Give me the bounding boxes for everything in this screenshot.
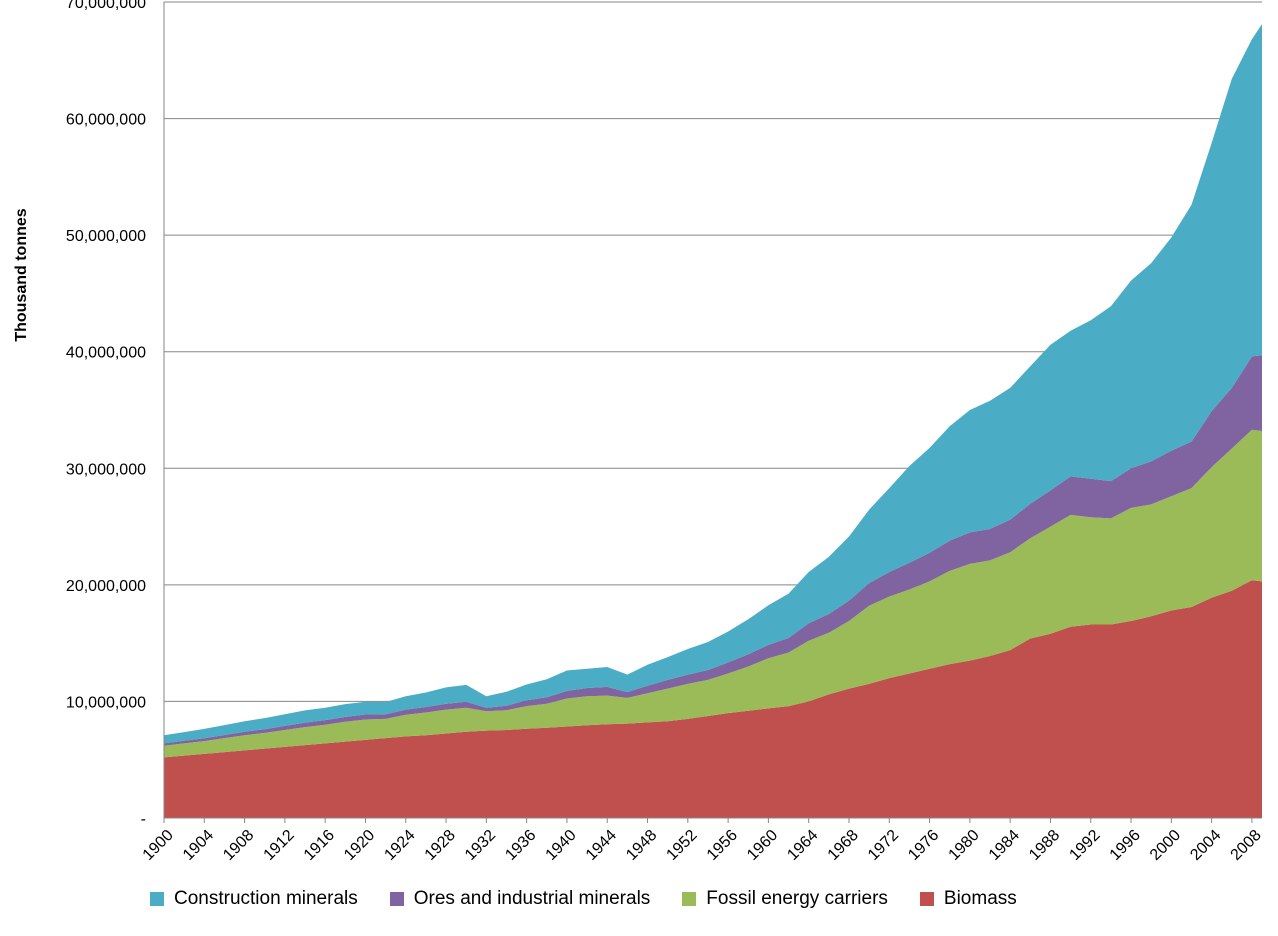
x-tick-label: 1992 <box>1066 827 1103 864</box>
chart-areas <box>164 24 1262 818</box>
x-tick-label: 1920 <box>341 827 378 864</box>
x-tick-label: 1964 <box>784 827 821 864</box>
x-tick-label: 1956 <box>704 827 741 864</box>
x-tick-label: 1928 <box>422 827 459 864</box>
x-tick-label: 1948 <box>623 827 660 864</box>
y-tick-labels: - 10,000,000 20,000,000 30,000,000 40,000,00… <box>66 0 146 828</box>
x-tick-label: 1976 <box>905 827 942 864</box>
y-tick-label: 70,000,000 <box>66 0 146 12</box>
legend-swatch <box>682 892 697 906</box>
legend: Construction minerals Ores and industria… <box>150 888 1049 910</box>
x-tick-label: 1988 <box>1026 827 1063 864</box>
y-tick-label: 10,000,000 <box>66 694 146 711</box>
x-tick-label: 1952 <box>663 827 700 864</box>
legend-label: Construction minerals <box>174 888 358 909</box>
y-tick-label: 60,000,000 <box>66 112 146 129</box>
legend-label: Ores and industrial minerals <box>413 888 651 909</box>
y-tick-label: 30,000,000 <box>66 461 146 478</box>
y-tick-label: 50,000,000 <box>66 228 146 245</box>
legend-swatch <box>919 892 934 906</box>
x-tick-label: 1936 <box>502 827 539 864</box>
x-tick-label: 1916 <box>301 827 338 864</box>
x-tick-label: 1908 <box>220 827 257 864</box>
x-tick-label: 1944 <box>583 827 620 864</box>
x-tick-label: 2004 <box>1187 827 1224 864</box>
legend-swatch <box>150 892 164 906</box>
x-tick-label: 1960 <box>744 827 781 864</box>
x-tick-labels: 1900 1904 1908 1912 1916 1920 1924 1928 1932 1936… <box>140 818 1265 864</box>
gridlines <box>164 1 1262 702</box>
x-tick-label: 1996 <box>1107 827 1144 864</box>
legend-item-ores-and-industrial-minerals: Ores and industrial minerals <box>389 888 651 910</box>
y-tick-label: 40,000,000 <box>66 345 146 362</box>
legend-item-biomass: Biomass <box>919 888 1017 910</box>
area-construction-minerals <box>164 24 1262 744</box>
legend-label: Fossil energy carriers <box>706 888 888 909</box>
x-tick-label: 1980 <box>946 827 983 864</box>
x-tick-label: 1968 <box>825 827 862 864</box>
x-tick-label: 2000 <box>1147 827 1184 864</box>
x-tick-label: 1912 <box>261 827 298 864</box>
axes <box>163 2 1262 819</box>
legend-label: Biomass <box>943 888 1017 909</box>
x-tick-label: 1924 <box>381 827 418 864</box>
y-tick-label: - <box>141 811 146 828</box>
x-tick-label: 1904 <box>180 827 217 864</box>
area-biomass <box>164 580 1262 818</box>
x-tick-label: 1900 <box>140 827 177 864</box>
x-tick-label: 1940 <box>543 827 580 864</box>
x-tick-label: 1932 <box>462 827 499 864</box>
area-fossil-energy-carriers <box>164 429 1262 758</box>
y-axis-label: Thousand tonnes <box>13 208 30 341</box>
x-tick-label: 1972 <box>865 827 902 864</box>
y-tick-label: 20,000,000 <box>66 578 146 595</box>
legend-item-construction-minerals: Construction minerals <box>150 888 358 910</box>
x-tick-label: 1984 <box>986 827 1023 864</box>
legend-swatch <box>389 892 404 906</box>
x-tick-label: 2008 <box>1228 827 1265 864</box>
legend-item-fossil-energy-carriers: Fossil energy carriers <box>682 888 888 910</box>
